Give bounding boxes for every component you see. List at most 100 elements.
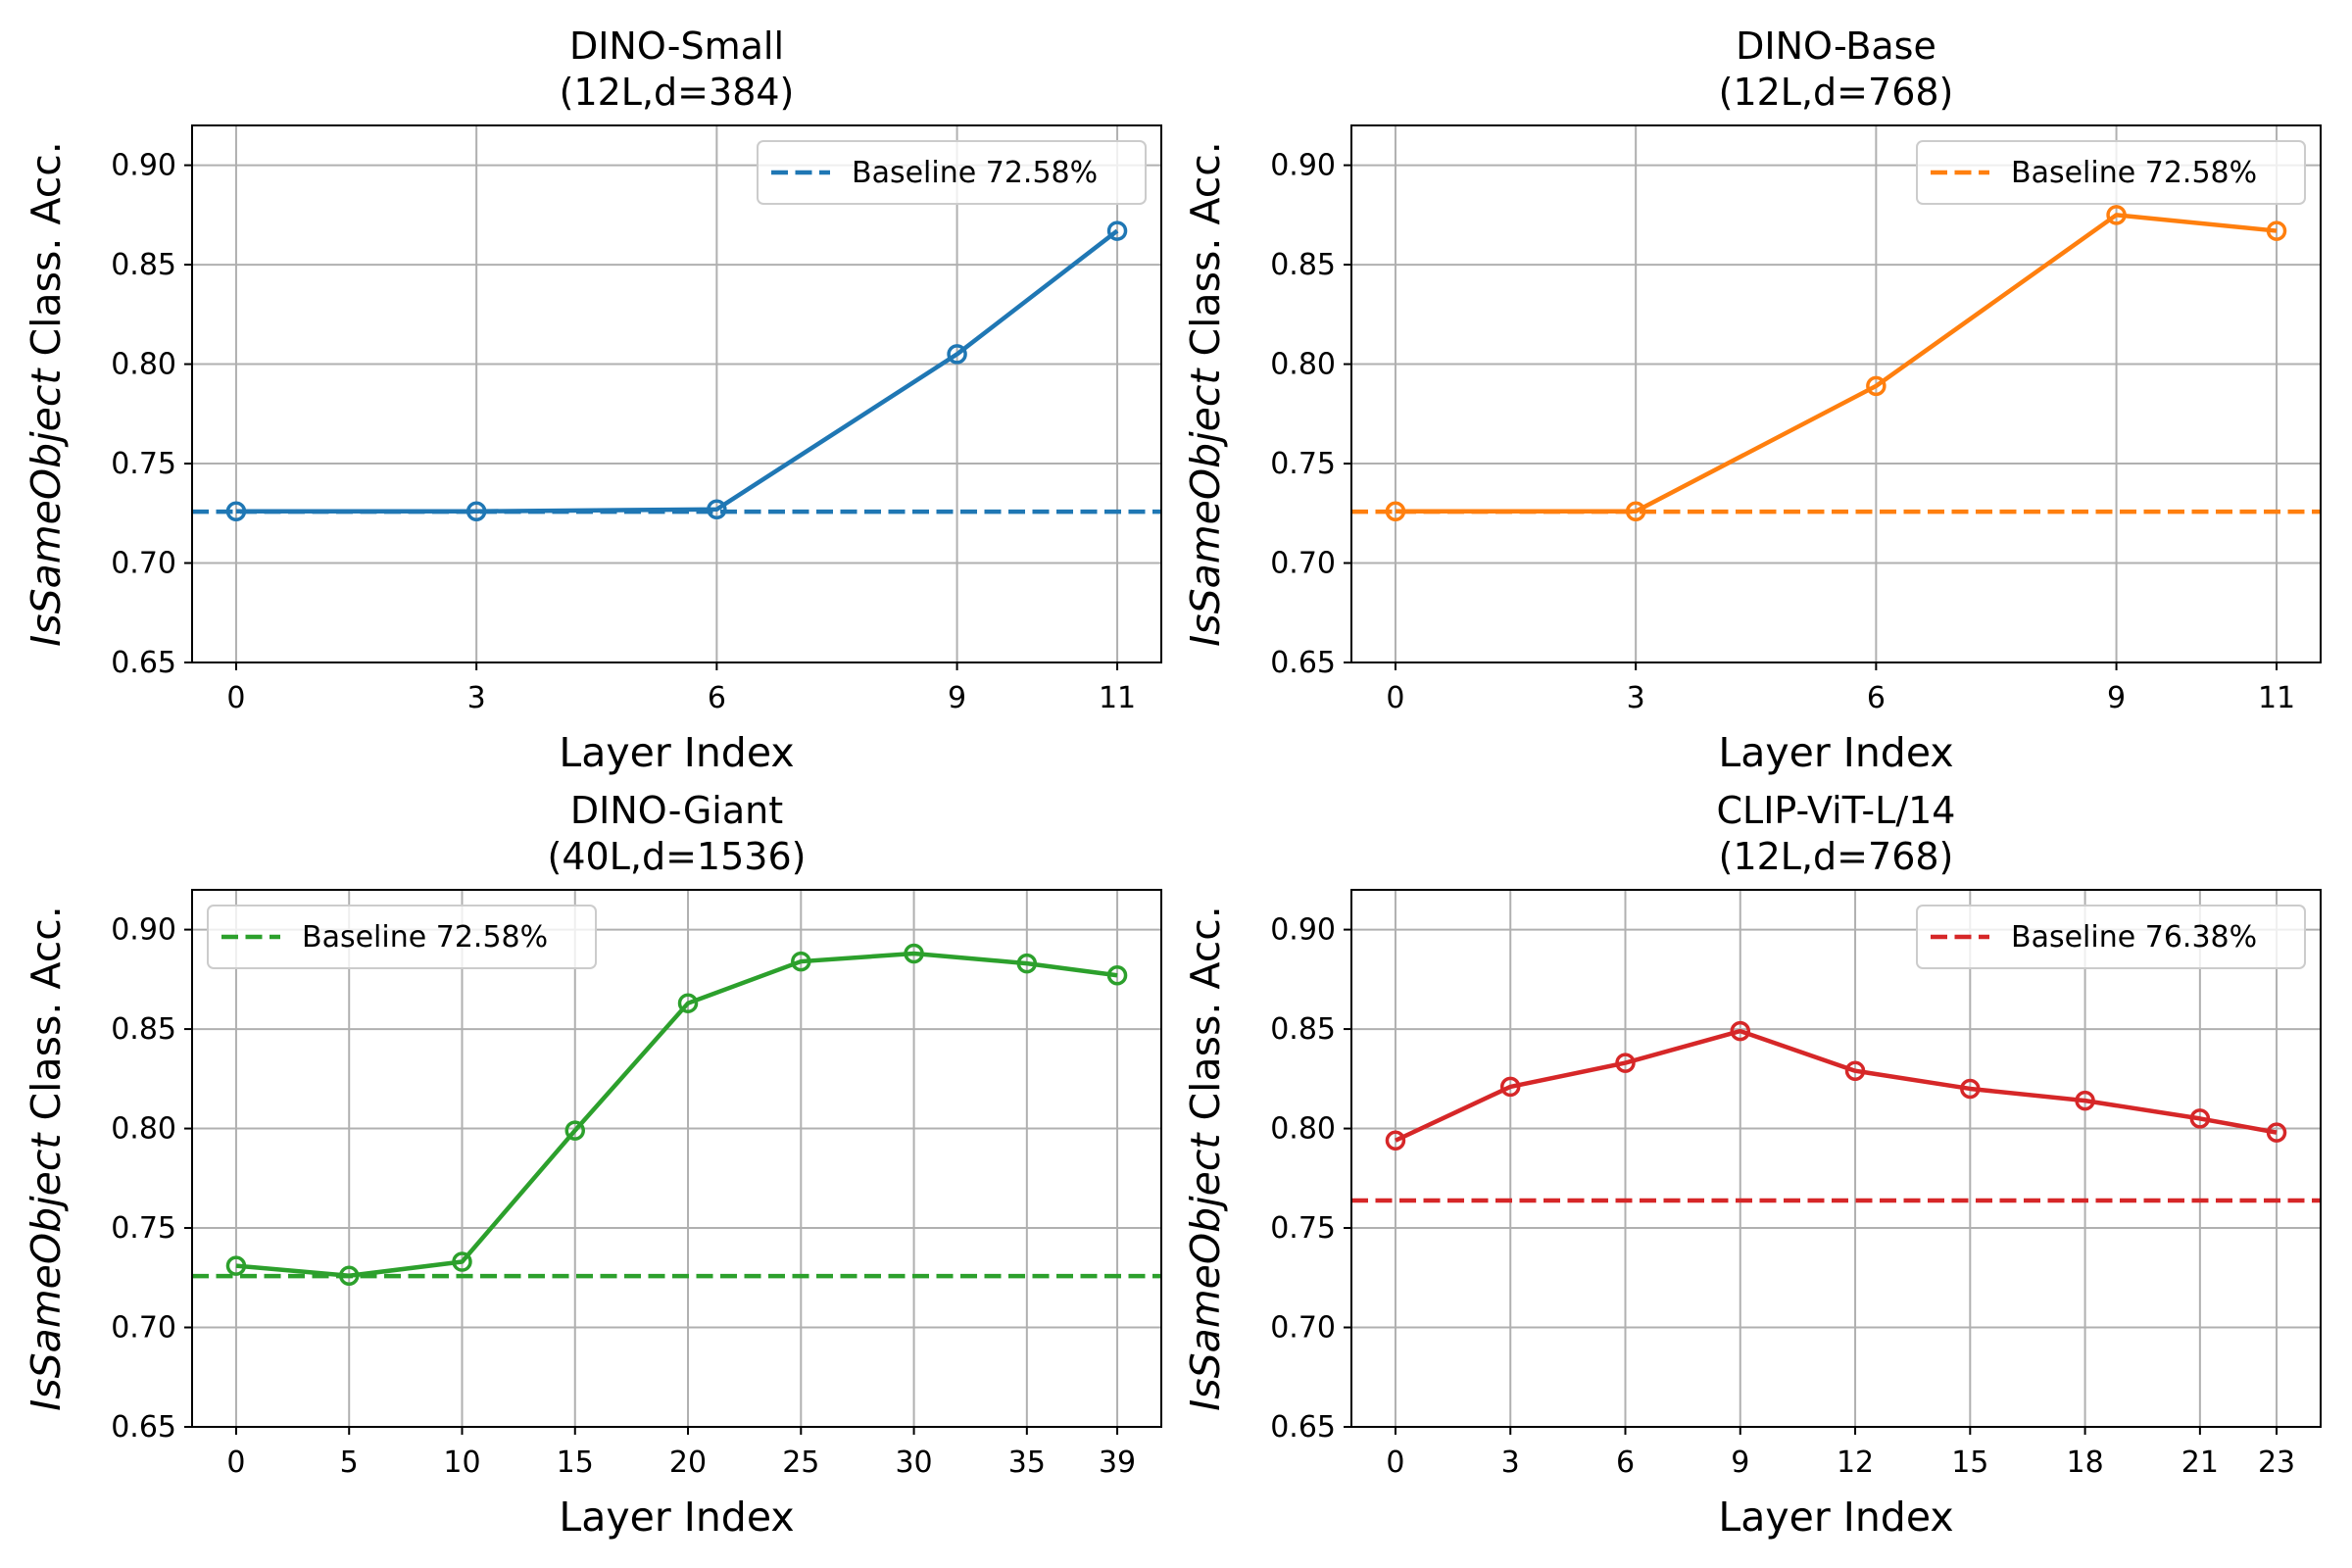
- data-point: [2075, 1090, 2095, 1111]
- y-axis-label-italic: IsSameObject: [1182, 368, 1229, 647]
- y-axis-label-rest: Class. Acc.: [1182, 906, 1229, 1133]
- chart-panel-1: 0 3 6 9 11 0.65 0.70 0.75 0.80 0.85 0.90 DINO-Small…: [23, 24, 1162, 776]
- legend: Baseline 72.58%: [1916, 140, 2306, 205]
- chart-subtitle: (12L,d=384): [560, 71, 795, 114]
- y-tick-label: 0.75: [1270, 447, 1336, 481]
- chart-panel-3: 0 5 10 15 20 25 30 35 39 0.65 0.70 0.75 0.80 0.85 0.90…: [23, 789, 1162, 1541]
- x-tick-label: 21: [2181, 1446, 2219, 1480]
- x-axis-label: Layer Index: [1718, 729, 1953, 776]
- y-tick-label: 0.75: [1270, 1211, 1336, 1246]
- y-axis-label: IsSameObject Class. Acc.: [1182, 906, 1229, 1411]
- legend-label: Baseline 72.58%: [2011, 156, 2257, 190]
- y-axis-label-rest: Class. Acc.: [1182, 141, 1229, 368]
- x-tick-label: 9: [1731, 1446, 1749, 1480]
- data-point: [677, 993, 699, 1013]
- y-tick-label: 0.65: [111, 646, 176, 680]
- y-tick-label: 0.70: [111, 1311, 176, 1346]
- data-point: [1106, 965, 1128, 986]
- legend-label: Baseline 72.58%: [302, 920, 548, 955]
- data-point: [791, 951, 811, 972]
- data-point: [1385, 1130, 1406, 1151]
- x-tick-label: 0: [226, 1446, 245, 1480]
- chart-subtitle: (12L,d=768): [1719, 71, 1954, 114]
- x-axis-label: Layer Index: [559, 729, 794, 776]
- axes-frame: [191, 124, 1162, 663]
- x-tick-label: 11: [1099, 681, 1136, 715]
- y-tick-label: 0.80: [111, 1112, 176, 1147]
- x-tick-label: 3: [467, 681, 486, 715]
- y-tick-label: 0.85: [111, 1012, 176, 1047]
- x-tick-label: 20: [669, 1446, 707, 1480]
- legend-label: Baseline 72.58%: [852, 156, 1098, 190]
- legend: Baseline 72.58%: [757, 140, 1147, 205]
- y-tick-label: 0.85: [1270, 248, 1336, 282]
- series-line: [235, 951, 1118, 1278]
- data-point: [707, 499, 727, 519]
- legend-box: [207, 905, 597, 969]
- data-point: [1625, 501, 1646, 521]
- data-point: [564, 1120, 586, 1141]
- y-tick-label: 0.90: [111, 913, 176, 948]
- data-point: [1960, 1078, 1981, 1100]
- x-tick-label: 30: [895, 1446, 932, 1480]
- y-axis-label-rest: Class. Acc.: [23, 141, 70, 368]
- data-point: [466, 501, 487, 521]
- data-point: [1866, 375, 1886, 397]
- chart-subtitle: (40L,d=1536): [548, 835, 807, 878]
- legend: Baseline 76.38%: [1916, 905, 2306, 969]
- data-point: [2106, 205, 2127, 225]
- axes-frame: [1350, 889, 2322, 1428]
- y-tick-label: 0.80: [1270, 1112, 1336, 1147]
- y-axis-label: IsSameObject Class. Acc.: [23, 141, 70, 647]
- y-tick-label: 0.70: [111, 547, 176, 581]
- axes-frame: [1350, 124, 2322, 663]
- x-tick-label: 6: [1867, 681, 1886, 715]
- data-point: [225, 501, 247, 521]
- data-point: [2266, 220, 2287, 241]
- chart-panel-4: 0 3 6 9 12 15 18 21 23 0.65 0.70 0.75 0.80 0.85 0.90 CL…: [1182, 789, 2322, 1541]
- x-tick-label: 25: [782, 1446, 819, 1480]
- x-tick-label: 15: [1951, 1446, 1988, 1480]
- y-tick-label: 0.80: [111, 348, 176, 382]
- y-tick-label: 0.65: [1270, 1410, 1336, 1445]
- data-point: [1844, 1060, 1866, 1081]
- x-tick-label: 9: [2107, 681, 2126, 715]
- x-tick-label: 23: [2258, 1446, 2295, 1480]
- y-tick-label: 0.80: [1270, 348, 1336, 382]
- x-tick-label: 3: [1627, 681, 1645, 715]
- y-axis-label-italic: IsSameObject: [23, 368, 70, 647]
- x-tick-label: 0: [1386, 681, 1404, 715]
- chart-title: DINO-Giant: [570, 789, 783, 832]
- x-tick-label: 18: [2066, 1446, 2103, 1480]
- data-point: [2189, 1108, 2211, 1129]
- chart-subtitle: (12L,d=768): [1719, 835, 1954, 878]
- x-tick-label: 9: [948, 681, 966, 715]
- data-point: [1385, 501, 1406, 521]
- x-tick-label: 15: [557, 1446, 594, 1480]
- y-axis-label-italic: IsSameObject: [23, 1132, 70, 1411]
- legend-box: [757, 140, 1147, 205]
- y-tick-label: 0.65: [1270, 646, 1336, 680]
- y-axis-label-rest: Class. Acc.: [23, 906, 70, 1133]
- legend-label: Baseline 76.38%: [2011, 920, 2257, 955]
- y-tick-label: 0.75: [111, 1211, 176, 1246]
- y-tick-label: 0.85: [111, 248, 176, 282]
- data-point: [1730, 1020, 1751, 1042]
- y-axis-label: IsSameObject Class. Acc.: [1182, 141, 1229, 647]
- x-tick-label: 0: [226, 681, 245, 715]
- series-line: [1395, 1028, 2278, 1143]
- data-point: [452, 1251, 472, 1272]
- x-tick-label: 6: [1616, 1446, 1635, 1480]
- legend: Baseline 72.58%: [207, 905, 597, 969]
- chart-title: CLIP-ViT-L/14: [1717, 789, 1956, 832]
- y-tick-label: 0.65: [111, 1410, 176, 1445]
- data-point: [225, 1255, 247, 1276]
- data-point: [1615, 1053, 1636, 1073]
- axes-frame: [191, 889, 1162, 1428]
- x-tick-label: 10: [443, 1446, 480, 1480]
- x-tick-label: 0: [1386, 1446, 1404, 1480]
- data-point: [1106, 220, 1128, 241]
- data-point: [1499, 1076, 1521, 1098]
- series-line: [1395, 213, 2278, 514]
